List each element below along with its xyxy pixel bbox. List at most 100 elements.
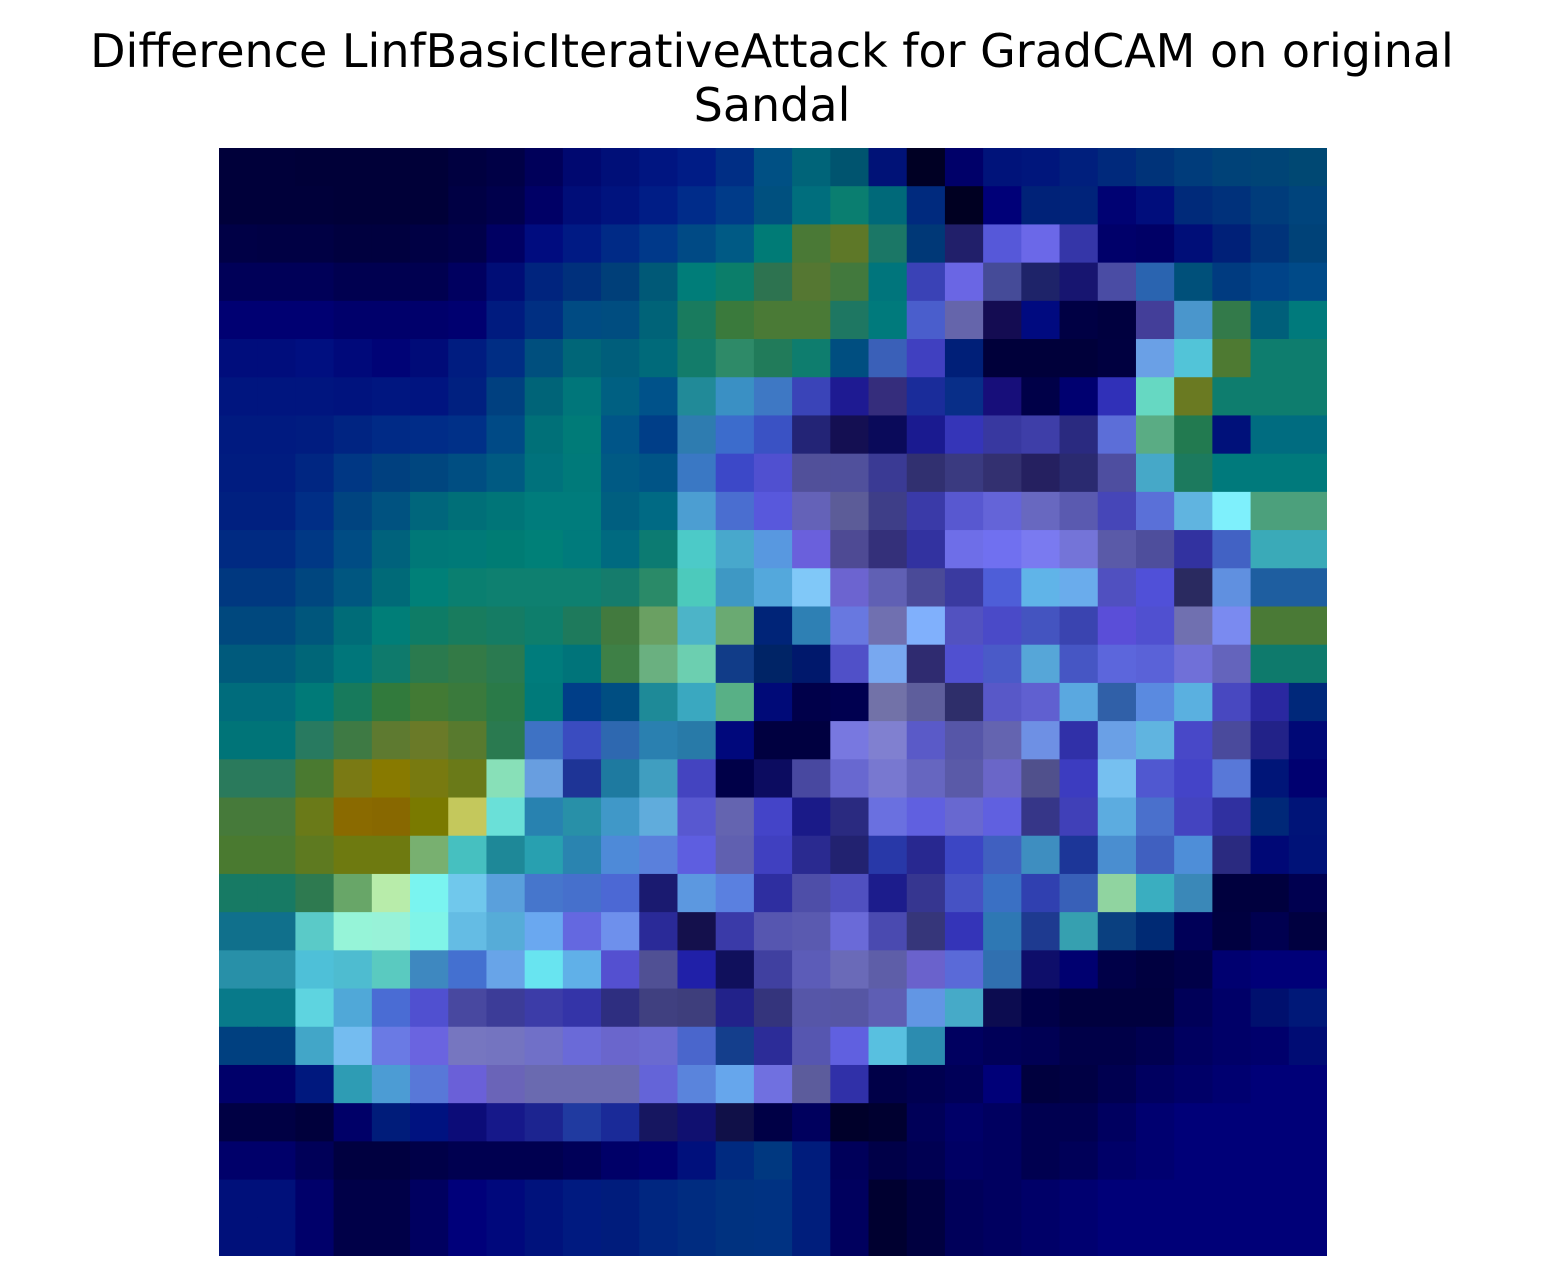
heatmap-cell: [333, 148, 373, 187]
heatmap-cell: [1059, 1217, 1099, 1256]
heatmap-cell: [371, 224, 411, 264]
heatmap-cell: [257, 300, 297, 340]
heatmap-cell: [1288, 224, 1327, 264]
heatmap-cell: [257, 1064, 297, 1104]
heatmap-cell: [333, 415, 373, 455]
heatmap-cell: [219, 873, 258, 913]
heatmap-cell: [562, 835, 602, 875]
heatmap-cell: [486, 339, 526, 378]
heatmap-cell: [601, 1217, 640, 1256]
heatmap-cell: [944, 1103, 984, 1142]
heatmap-cell: [1097, 606, 1137, 646]
heatmap-cell: [1212, 1026, 1252, 1066]
heatmap-cell: [410, 873, 449, 913]
heatmap-cell: [524, 950, 564, 990]
heatmap-cell: [562, 415, 602, 455]
heatmap-cell: [1212, 300, 1252, 340]
heatmap-cell: [562, 148, 602, 187]
heatmap-cell: [677, 568, 717, 608]
heatmap-cell: [410, 912, 449, 951]
heatmap-cell: [1059, 491, 1099, 531]
heatmap-cell: [1250, 644, 1290, 684]
heatmap-cell: [601, 453, 640, 493]
heatmap-cell: [524, 1103, 564, 1142]
heatmap-cell: [295, 491, 335, 531]
heatmap-cell: [295, 988, 335, 1028]
heatmap-cell: [868, 644, 908, 684]
heatmap-cell: [448, 186, 488, 226]
heatmap-cell: [219, 491, 258, 531]
heatmap-cell: [486, 912, 526, 951]
heatmap-cell: [524, 1179, 564, 1219]
heatmap-cell: [562, 300, 602, 340]
heatmap-cell: [906, 644, 946, 684]
heatmap-cell: [906, 721, 946, 760]
heatmap-cell: [1059, 377, 1099, 417]
heatmap-cell: [753, 873, 793, 913]
heatmap-cell: [257, 1141, 297, 1181]
heatmap-cell: [830, 1141, 870, 1181]
heatmap-cell: [1059, 186, 1099, 226]
heatmap-cell: [830, 491, 870, 531]
heatmap-cell: [1212, 491, 1252, 531]
heatmap-cell: [295, 224, 335, 264]
heatmap-cell: [1059, 1026, 1099, 1066]
heatmap-cell: [1059, 530, 1099, 569]
heatmap-cell: [333, 377, 373, 417]
heatmap-cell: [257, 606, 297, 646]
heatmap-cell: [753, 1141, 793, 1181]
heatmap-cell: [524, 377, 564, 417]
heatmap-cell: [562, 797, 602, 837]
heatmap-cell: [830, 950, 870, 990]
heatmap-cell: [1288, 644, 1327, 684]
heatmap-cell: [219, 644, 258, 684]
heatmap-cell: [448, 682, 488, 722]
heatmap-cell: [524, 721, 564, 760]
heatmap-cell: [906, 300, 946, 340]
heatmap-cell: [448, 873, 488, 913]
heatmap-cell: [944, 224, 984, 264]
heatmap-cell: [1097, 682, 1137, 722]
heatmap-cell: [524, 1064, 564, 1104]
heatmap-cell: [1212, 950, 1252, 990]
heatmap-cell: [410, 1217, 449, 1256]
heatmap-cell: [1174, 835, 1213, 875]
heatmap-cell: [219, 912, 258, 951]
heatmap-cell: [448, 950, 488, 990]
heatmap-cell: [715, 453, 755, 493]
heatmap-cell: [792, 988, 831, 1028]
heatmap-cell: [1021, 224, 1061, 264]
heatmap-cell: [1288, 606, 1327, 646]
heatmap-cell: [219, 950, 258, 990]
heatmap-cell: [486, 1179, 526, 1219]
heatmap-cell: [410, 797, 449, 837]
heatmap-cell: [830, 759, 870, 799]
heatmap-cell: [1250, 912, 1290, 951]
heatmap-cell: [792, 606, 831, 646]
heatmap-cell: [983, 300, 1022, 340]
heatmap-cell: [944, 491, 984, 531]
heatmap-cell: [944, 835, 984, 875]
heatmap-cell: [715, 912, 755, 951]
heatmap-cell: [448, 721, 488, 760]
heatmap-cell: [410, 721, 449, 760]
heatmap-cell: [830, 606, 870, 646]
heatmap-cell: [295, 148, 335, 187]
heatmap-cell: [1212, 835, 1252, 875]
heatmap-cell: [868, 300, 908, 340]
heatmap-cell: [753, 606, 793, 646]
heatmap-cell: [1174, 568, 1213, 608]
heatmap-cell: [944, 1141, 984, 1181]
heatmap-cell: [524, 300, 564, 340]
heatmap-cell: [601, 491, 640, 531]
heatmap-cell: [1059, 873, 1099, 913]
heatmap-cell: [1021, 1141, 1061, 1181]
heatmap-cell: [333, 491, 373, 531]
heatmap-cell: [1097, 950, 1137, 990]
heatmap-cell: [906, 1217, 946, 1256]
heatmap-cell: [944, 682, 984, 722]
heatmap-cell: [486, 1103, 526, 1142]
heatmap-cell: [1021, 950, 1061, 990]
heatmap-cell: [486, 950, 526, 990]
heatmap-cell: [562, 377, 602, 417]
